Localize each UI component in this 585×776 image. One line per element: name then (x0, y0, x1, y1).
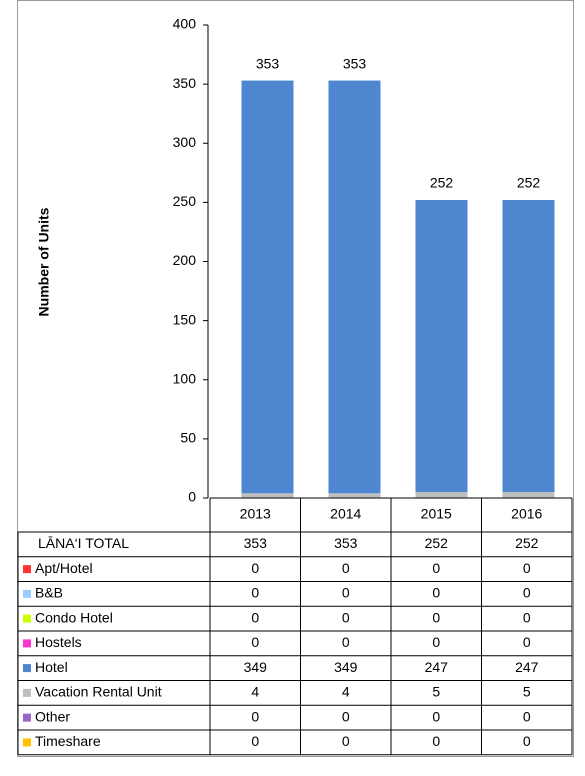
table-cell: 0 (251, 585, 259, 601)
bar-segment (328, 493, 381, 498)
table-cell: 0 (523, 733, 531, 749)
legend-swatch (23, 713, 31, 722)
table-cell: 4 (251, 684, 259, 700)
legend-swatch (23, 664, 31, 673)
bar-segment (328, 80, 381, 494)
table-cell: 349 (334, 659, 358, 675)
table-cell: 0 (523, 609, 531, 625)
table-cell: 353 (334, 535, 358, 551)
table-cell: 0 (523, 708, 531, 724)
table-cell: 252 (425, 535, 449, 551)
table-cell: 0 (523, 634, 531, 650)
data-label: 353 (343, 55, 367, 71)
table-cell: 0 (432, 733, 440, 749)
data-label: 353 (256, 55, 280, 71)
bar-segment (415, 492, 468, 498)
table-cell: 0 (342, 585, 350, 601)
legend-swatch (23, 589, 31, 598)
y-tick-label: 150 (173, 311, 197, 327)
table-cell: 0 (432, 560, 440, 576)
y-tick-label: 300 (173, 134, 197, 150)
table-cell: 4 (342, 684, 350, 700)
table-cell: 0 (342, 609, 350, 625)
x-tick-label: 2014 (330, 506, 361, 522)
row-label: LĀNA‘I TOTAL (38, 535, 129, 551)
legend-swatch (23, 614, 31, 623)
legend-swatch (23, 738, 31, 747)
y-tick-label: 350 (173, 75, 197, 91)
y-tick-label: 0 (188, 489, 196, 505)
table-cell: 5 (523, 684, 531, 700)
table-cell: 252 (515, 535, 539, 551)
legend-label: Vacation Rental Unit (35, 684, 162, 700)
legend-swatch (23, 688, 31, 697)
table-cell: 0 (432, 634, 440, 650)
legend-label: B&B (35, 585, 63, 601)
y-axis-label: Number of Units (36, 207, 52, 316)
table-cell: 0 (432, 609, 440, 625)
frame (17, 0, 574, 757)
table-cell: 0 (432, 708, 440, 724)
legend-label: Other (35, 708, 70, 724)
table-cell: 349 (244, 659, 268, 675)
table-cell: 0 (342, 708, 350, 724)
y-tick-label: 100 (173, 370, 197, 386)
legend-swatch (23, 565, 31, 574)
table-cell: 0 (432, 585, 440, 601)
bar-segment (502, 200, 555, 493)
legend-label: Hostels (35, 634, 82, 650)
table-cell: 0 (251, 708, 259, 724)
x-tick-label: 2015 (421, 506, 452, 522)
table-cell: 0 (523, 560, 531, 576)
bar-segment (415, 200, 468, 493)
y-tick-label: 250 (173, 193, 197, 209)
table-cell: 0 (523, 585, 531, 601)
table-cell: 0 (251, 733, 259, 749)
table-cell: 0 (251, 560, 259, 576)
bar-segment (502, 492, 555, 498)
table-cell: 0 (251, 609, 259, 625)
y-tick-label: 400 (173, 16, 197, 32)
table-cell: 247 (515, 659, 539, 675)
table-cell: 353 (244, 535, 268, 551)
y-tick-label: 50 (180, 430, 196, 446)
legend-label: Timeshare (35, 733, 101, 749)
x-tick-label: 2013 (240, 506, 271, 522)
table-cell: 5 (432, 684, 440, 700)
x-tick-label: 2016 (511, 506, 542, 522)
table-cell: 0 (342, 560, 350, 576)
data-label: 252 (430, 175, 454, 191)
table-cell: 0 (251, 634, 259, 650)
table-cell: 0 (342, 634, 350, 650)
legend-label: Apt/Hotel (35, 560, 93, 576)
table-cell: 0 (342, 733, 350, 749)
legend-swatch (23, 639, 31, 648)
bar-segment (241, 80, 294, 494)
y-tick-label: 200 (173, 252, 197, 268)
legend-label: Hotel (35, 659, 68, 675)
bar-segment (241, 493, 294, 498)
data-label: 252 (517, 175, 541, 191)
legend-label: Condo Hotel (35, 609, 113, 625)
table-cell: 247 (425, 659, 449, 675)
